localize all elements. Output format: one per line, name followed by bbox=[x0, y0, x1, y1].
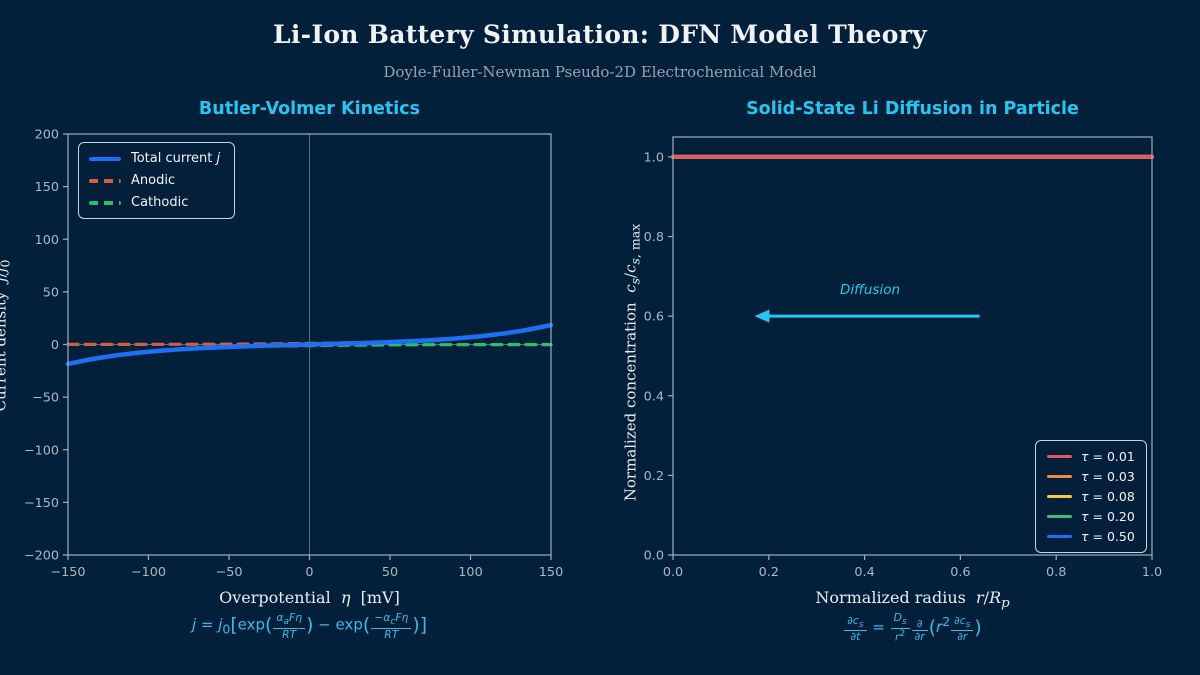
x-tick-label: 1.0 bbox=[1142, 565, 1162, 580]
diffusion-legend: τ = 0.01 τ = 0.03 τ = 0.08 τ = 0.20 τ = 0.50 bbox=[1035, 440, 1147, 553]
diffusion-arrow-head bbox=[754, 309, 770, 323]
x-tick-label: 0.8 bbox=[1046, 565, 1066, 580]
butler-volmer-yaxis-label: Current density j/j0 bbox=[0, 260, 13, 412]
legend-swatch-solid bbox=[1047, 534, 1072, 539]
y-tick-label: 0.0 bbox=[644, 549, 664, 564]
diffusion-equation: ∂cs ∂t = Ds r2 ∂ ∂r (r2 ∂cs ∂r) bbox=[673, 611, 1152, 644]
butler-volmer-chart-title: Butler-Volmer Kinetics bbox=[198, 99, 421, 119]
legend-item: τ = 0.03 bbox=[1047, 469, 1135, 484]
legend-swatch-solid bbox=[1047, 474, 1072, 479]
diffusion-plot: 0.0 0.2 0.4 0.6 0.8 1.0 0.0 0.2 0.4 0.6 0.8 1.0 Diff… bbox=[644, 136, 1162, 580]
axes-frame bbox=[67, 133, 552, 556]
y-tick-label: 200 bbox=[35, 128, 59, 143]
x-tick-label: 100 bbox=[458, 565, 482, 580]
y-tick-label: 0 bbox=[51, 338, 59, 353]
x-tick-label: 0.2 bbox=[759, 565, 779, 580]
diffusion-annotation-label: Diffusion bbox=[840, 282, 900, 298]
diffusion-xaxis-label: Normalized radius r/Rp bbox=[815, 588, 1010, 612]
x-tick-label: −50 bbox=[215, 565, 242, 580]
butler-volmer-equation: j = j0[exp(αaFη RT) − exp(−αcFη RT)] bbox=[191, 611, 428, 641]
series-total-current-j bbox=[65, 322, 554, 367]
legend-item: τ = 0.50 bbox=[1047, 529, 1135, 544]
x-tick-label: −100 bbox=[131, 565, 166, 580]
x-tick-label: 0.6 bbox=[950, 565, 970, 580]
page-title: Li-Ion Battery Simulation: DFN Model The… bbox=[272, 20, 927, 49]
x-tick-label: 0 bbox=[305, 565, 313, 580]
legend-item: Anodic bbox=[89, 173, 220, 188]
legend-label: τ = 0.03 bbox=[1081, 469, 1135, 484]
legend-swatch-solid bbox=[1047, 454, 1072, 459]
butler-volmer-xaxis-label: Overpotential η [mV] bbox=[219, 588, 400, 607]
page-subtitle: Doyle-Fuller-Newman Pseudo-2D Electroche… bbox=[383, 63, 817, 81]
legend-swatch-dashed bbox=[89, 178, 121, 183]
y-tick-label: −50 bbox=[32, 391, 59, 406]
legend-swatch-solid bbox=[1047, 494, 1072, 499]
y-tick-label: 0.2 bbox=[644, 469, 664, 484]
y-tick-label: −200 bbox=[24, 549, 59, 564]
y-tick-label: −100 bbox=[24, 443, 59, 458]
butler-volmer-legend: Total current j Anodic Cathodic bbox=[78, 142, 236, 219]
legend-item: τ = 0.01 bbox=[1047, 449, 1135, 464]
butler-volmer-plot: −150 −100 −50 0 50 100 150−200−150−100−5005010… bbox=[24, 128, 563, 581]
y-tick-label: 150 bbox=[35, 180, 59, 195]
y-tick-label: −150 bbox=[24, 496, 59, 511]
y-tick-label: 50 bbox=[43, 285, 59, 300]
legend-item: Cathodic bbox=[89, 195, 220, 210]
legend-item: τ = 0.08 bbox=[1047, 489, 1135, 504]
y-tick-label: 1.0 bbox=[644, 150, 664, 165]
y-tick-label: 100 bbox=[35, 233, 59, 248]
x-tick-label: 0.4 bbox=[854, 565, 874, 580]
x-tick-label: −150 bbox=[50, 565, 85, 580]
legend-label: τ = 0.01 bbox=[1081, 449, 1135, 464]
y-tick-label: 0.4 bbox=[644, 389, 664, 404]
legend-label: Total current j bbox=[131, 151, 221, 166]
x-tick-label: 50 bbox=[382, 565, 398, 580]
legend-swatch-solid bbox=[1047, 514, 1072, 519]
y-tick-label: 0.6 bbox=[644, 310, 664, 325]
legend-swatch-dashed bbox=[89, 200, 121, 205]
x-tick-label: 0.0 bbox=[663, 565, 683, 580]
axes-frame bbox=[672, 136, 1153, 556]
legend-swatch-solid bbox=[89, 156, 121, 161]
legend-label: τ = 0.50 bbox=[1081, 529, 1135, 544]
legend-label: Anodic bbox=[131, 173, 176, 188]
diffusion-chart-title: Solid-State Li Diffusion in Particle bbox=[746, 99, 1079, 119]
legend-label: τ = 0.20 bbox=[1081, 509, 1135, 524]
y-tick-label: 0.8 bbox=[644, 230, 664, 245]
x-tick-label: 150 bbox=[539, 565, 563, 580]
legend-item: τ = 0.20 bbox=[1047, 509, 1135, 524]
legend-label: τ = 0.08 bbox=[1081, 489, 1135, 504]
diffusion-yaxis-label: Normalized concentration cs/cs, max bbox=[621, 223, 643, 502]
legend-item: Total current j bbox=[89, 151, 220, 166]
legend-label: Cathodic bbox=[131, 195, 189, 210]
